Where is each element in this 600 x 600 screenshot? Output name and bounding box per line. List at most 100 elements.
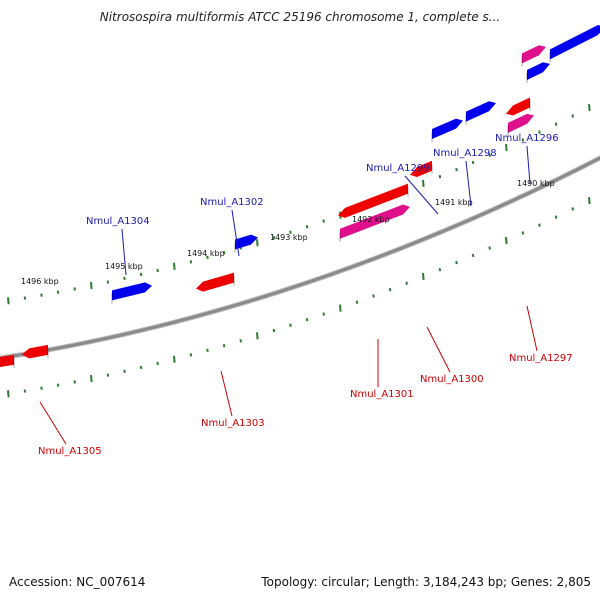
tick-mark [471, 160, 475, 165]
tick-mark [588, 197, 591, 205]
tick-mark [272, 328, 276, 333]
tick-mark [189, 353, 193, 357]
tick-mark [505, 144, 508, 152]
tick-mark [455, 167, 458, 172]
tick-mark [289, 230, 292, 234]
gene-label: Nmul_A1298 [433, 148, 497, 159]
tick-mark [206, 255, 209, 260]
reverse-gene-arrow [0, 354, 14, 368]
tick-mark [56, 290, 60, 294]
genome-summary-text: Topology: circular; Length: 3,184,243 bp… [261, 575, 591, 589]
tick-mark [106, 280, 110, 284]
tick-mark [90, 374, 93, 383]
tick-mark [123, 276, 126, 281]
tick-mark [405, 281, 408, 285]
tick-mark [173, 355, 176, 363]
kbp-label: 1491 kbp [435, 198, 473, 207]
gene-label: Nmul_A1296 [495, 133, 559, 144]
tick-mark [471, 253, 475, 258]
inner-tick-track [7, 197, 591, 398]
leader-line [404, 175, 439, 215]
kbp-labels: 1496 kbp 1495 kbp 1494 kbp 1493 kbp 1492 kbp… [21, 179, 555, 286]
tick-mark [173, 262, 176, 270]
reverse-gene-arrow [196, 272, 234, 292]
tick-mark [256, 332, 259, 340]
tick-mark [554, 122, 558, 126]
tick-mark [23, 296, 27, 300]
tick-mark [7, 390, 10, 398]
tick-mark [488, 246, 491, 250]
leader-line [465, 160, 472, 207]
leader-line [526, 305, 538, 352]
kbp-label: 1493 kbp [270, 233, 308, 242]
kbp-label: 1494 kbp [187, 249, 225, 258]
backbone-line [0, 156, 600, 360]
leader-line [231, 209, 240, 257]
tick-mark [505, 237, 508, 245]
pseudo-gene-arrow [508, 113, 534, 133]
tick-mark [521, 231, 525, 235]
tick-mark [56, 383, 60, 387]
gene-label: Nmul_A1300 [420, 374, 484, 385]
tick-mark [73, 380, 76, 384]
tick-mark [272, 235, 276, 240]
tick-mark [422, 272, 425, 281]
gene-features [0, 25, 600, 368]
gene-label: Nmul_A1305 [38, 446, 102, 457]
leader-line [39, 401, 67, 445]
tick-mark [571, 207, 574, 211]
tick-mark [289, 323, 292, 327]
tick-mark [90, 281, 93, 290]
tick-mark [339, 304, 342, 312]
gene-label: Nmul_A1302 [200, 197, 264, 208]
forward-gene-arrow [235, 234, 258, 250]
tick-mark [106, 373, 110, 377]
pseudo-gene-arrow [522, 45, 546, 64]
leader-line [121, 228, 127, 276]
tick-mark [588, 104, 591, 112]
tick-mark [305, 318, 309, 322]
leader-line [220, 370, 233, 417]
tick-mark [222, 250, 226, 255]
kbp-label: 1495 kbp [105, 262, 143, 271]
leader-line [526, 145, 531, 185]
tick-mark [7, 297, 10, 305]
map-title: Nitrosospira multiformis ATCC 25196 chro… [99, 10, 501, 24]
leader-line [426, 326, 451, 373]
tick-mark [189, 260, 193, 264]
tick-mark [40, 293, 43, 297]
tick-mark [73, 287, 76, 291]
forward-gene-arrow [432, 118, 463, 139]
tick-mark [23, 389, 27, 393]
backbone-shadow [0, 155, 600, 361]
tick-mark [206, 348, 209, 353]
reverse-gene-arrow [22, 344, 48, 359]
kbp-label: 1490 kbp [517, 179, 555, 188]
tick-mark [571, 114, 574, 118]
tick-mark [256, 239, 259, 247]
tick-mark [123, 369, 126, 374]
reverse-gene-arrow [410, 160, 432, 177]
tick-mark [554, 215, 558, 219]
tick-mark [305, 225, 309, 229]
reverse-gene-arrow [506, 97, 530, 116]
tick-mark [222, 343, 226, 348]
label-leader-lines [39, 145, 538, 445]
tick-mark [322, 312, 325, 316]
tick-mark [372, 294, 375, 298]
tick-mark [455, 260, 458, 265]
gene-label: Nmul_A1297 [509, 353, 573, 364]
reverse-gene-arrow [338, 183, 408, 218]
gene-label: Nmul_A1304 [86, 216, 150, 227]
accession-text: Accession: NC_007614 [9, 575, 146, 589]
tick-mark [156, 361, 159, 366]
tick-mark [388, 287, 392, 292]
gene-labels: Nmul_A1305 Nmul_A1304 Nmul_A1303 Nmul_A1302… [38, 133, 573, 457]
tick-mark [139, 272, 143, 277]
tick-mark [538, 130, 541, 134]
tick-mark [538, 223, 541, 227]
tick-mark [156, 268, 159, 273]
tick-mark [40, 386, 43, 390]
tick-mark [488, 153, 491, 157]
